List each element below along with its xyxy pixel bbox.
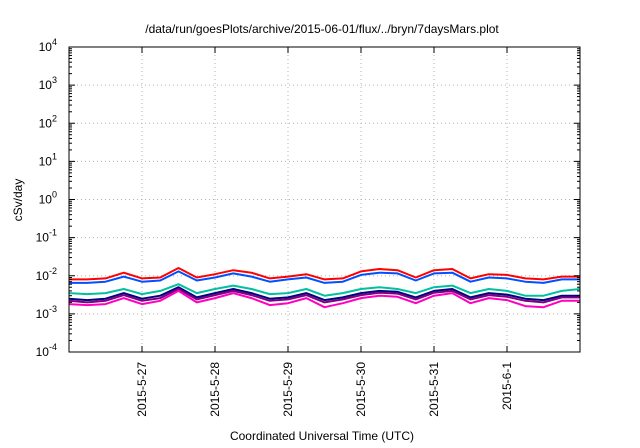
y-tick-label: 101: [39, 151, 57, 168]
x-tick-label: 2015-6-1: [500, 362, 514, 410]
x-axis-label: Coordinated Universal Time (UTC): [230, 429, 414, 443]
y-tick-label: 10-4: [36, 342, 57, 359]
x-tick-label: 2015-5-27: [135, 362, 149, 417]
y-tick-label: 104: [39, 37, 57, 54]
y-tick-labels: 10-4 10-3 10-2 10-1 100 101 102 103 104: [36, 37, 57, 359]
y-tick-label: 10-3: [36, 304, 57, 321]
chart-title: /data/run/goesPlots/archive/2015-06-01/f…: [145, 22, 499, 36]
x-tick-label: 2015-5-28: [208, 362, 222, 417]
y-tick-label: 103: [39, 75, 57, 92]
y-axis-label: cSv/day: [11, 179, 25, 222]
grid-lines: [69, 47, 580, 352]
series-layer: [68, 267, 581, 309]
series-line-5: [68, 288, 580, 304]
series-line-3: [68, 283, 581, 297]
x-tick-labels: 2015-5-27 2015-5-28 2015-5-29 2015-5-30 2015…: [135, 362, 514, 417]
x-tick-label: 2015-5-31: [427, 362, 441, 417]
x-tick-label: 2015-5-30: [354, 362, 368, 417]
y-tick-label: 10-2: [36, 266, 57, 283]
series-line-1: [69, 267, 580, 281]
series-line-4: [68, 286, 580, 302]
axis-ticks: [69, 46, 580, 353]
y-tick-label: 100: [39, 190, 57, 207]
y-tick-label: 10-1: [36, 228, 57, 245]
series-line-6: [68, 289, 580, 309]
y-tick-label: 102: [39, 113, 57, 130]
series-line-2: [69, 270, 580, 284]
x-tick-label: 2015-5-29: [281, 362, 295, 417]
